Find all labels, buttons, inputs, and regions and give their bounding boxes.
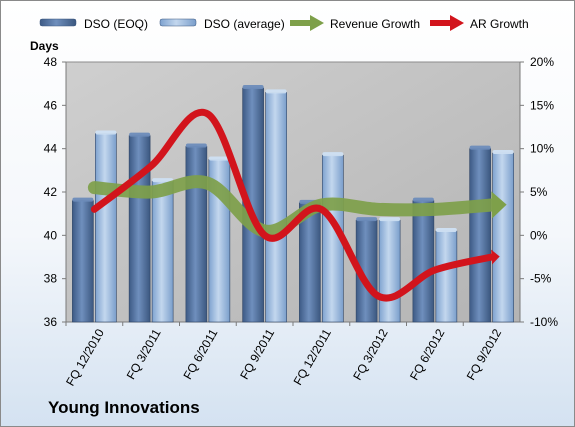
bar-dso-eoq-cap [356,217,378,222]
x-tick-label: FQ 3/2011 [124,326,164,382]
ar-growth-line [90,108,496,302]
bar-dso-eoq-cap [412,197,434,202]
right-tick-label: 0% [530,228,548,242]
right-tick-label: 15% [530,98,554,112]
x-tick-label: FQ 6/2012 [407,326,448,382]
right-tick-label: -5% [530,272,552,286]
right-tick-label: 20% [530,55,554,69]
bar-dso-average-cap [152,178,174,183]
legend-dso-eoq-label: DSO (EOQ) [84,17,148,31]
bar-dso-average-cap [208,156,230,161]
bar-dso-average [435,230,458,323]
legend-ar-growth-label: AR Growth [470,17,529,31]
bar-dso-eoq [128,135,151,323]
y-axis-title: Days [30,39,59,53]
x-tick-label: FQ 9/2011 [237,326,277,382]
bar-dso-eoq-cap [469,145,491,150]
right-tick-label: 5% [530,185,548,199]
legend-dso-average-swatch [159,18,197,27]
legend-revenue-growth-label: Revenue Growth [330,17,420,31]
legend-dso-average: DSO (average) [159,17,285,31]
right-tick-label: -10% [530,315,558,329]
bar-dso-average [378,219,401,323]
left-tick-label: 36 [44,315,58,329]
bar-dso-average [95,133,117,323]
legend-dso-average-label: DSO (average) [204,17,285,31]
legend-dso-eoq: DSO (EOQ) [39,17,148,31]
bar-dso-eoq [469,148,491,323]
bar-dso-eoq-cap [129,132,151,137]
x-tick-label: FQ 3/2012 [350,326,391,382]
company-title: Young Innovations [48,398,200,417]
left-tick-label: 40 [44,228,58,242]
x-tick-label: FQ 12/2010 [63,326,107,388]
ar-growth-line-arrowhead [491,249,500,265]
revenue-growth-line [87,175,499,238]
bar-dso-average-cap [265,89,287,94]
bar-dso-eoq [72,200,94,323]
bar-dso-eoq-cap [242,85,264,89]
bar-dso-eoq-cap [72,197,94,202]
x-tick-label: FQ 6/2011 [180,326,220,382]
left-tick-label: 42 [44,185,58,199]
bar-dso-eoq [412,200,435,323]
legend-ar-growth: AR Growth [430,15,529,31]
legend-revenue-growth: Revenue Growth [290,15,420,31]
legend-dso-eoq-swatch [39,18,77,27]
plot-area: 36 38 40 42 44 46 48 -10% -5% 0% 5% 10% 15% 20% FQ 12/… [44,55,559,388]
bar-dso-average-cap [322,152,344,157]
bar-dso-eoq-cap [185,143,207,148]
x-tick-label: FQ 9/2012 [464,326,505,382]
left-tick-label: 46 [44,98,58,112]
x-tick-label: FQ 12/2011 [291,326,335,387]
bar-dso-average [492,152,514,323]
bar-dso-average-cap [492,150,514,154]
bar-dso-average-cap [379,217,401,222]
revenue-growth-line-arrowhead [491,191,507,219]
left-tick-label: 48 [44,55,58,69]
right-tick-label: 10% [530,142,554,156]
left-tick-label: 44 [44,142,58,156]
bar-dso-eoq [185,146,208,323]
legend-ar-growth-swatch-head [450,15,464,31]
legend: DSO (EOQ) DSO (average) Revenue Growth AR G… [39,15,529,31]
left-tick-label: 38 [44,272,58,286]
legend-revenue-growth-swatch-head [310,15,324,31]
bar-dso-average-cap [435,228,457,232]
bar-dso-average [151,180,174,323]
bar-dso-average [265,92,287,323]
bar-dso-average-cap [95,130,117,135]
